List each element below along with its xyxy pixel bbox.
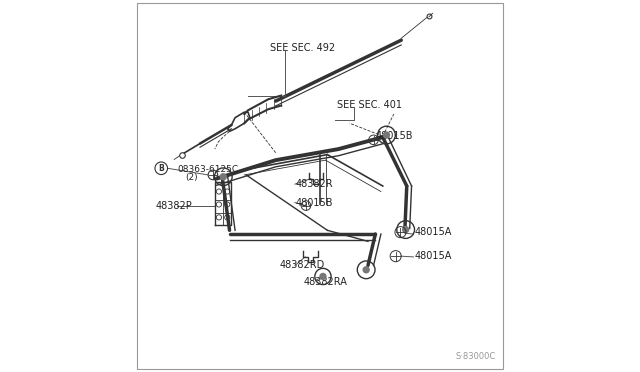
Circle shape (220, 173, 227, 180)
Text: SEE SEC. 401: SEE SEC. 401 (337, 100, 402, 110)
Circle shape (362, 266, 370, 273)
Text: S·83000C: S·83000C (455, 352, 495, 361)
Circle shape (402, 226, 410, 233)
Text: SEE SEC. 492: SEE SEC. 492 (270, 42, 335, 52)
Text: 48015A: 48015A (414, 251, 452, 261)
Text: 48382P: 48382P (156, 201, 193, 211)
Text: 48015B: 48015B (376, 131, 413, 141)
Text: 48015B: 48015B (296, 198, 333, 208)
Text: 48382RD: 48382RD (280, 260, 324, 270)
Circle shape (383, 131, 390, 139)
Text: (2): (2) (185, 173, 198, 182)
Text: 48382RA: 48382RA (303, 277, 348, 287)
Text: 08363-6125C: 08363-6125C (178, 165, 239, 174)
Text: B: B (158, 164, 164, 173)
Text: 48382R: 48382R (296, 179, 333, 189)
Text: 48015A: 48015A (414, 227, 452, 237)
Circle shape (319, 273, 326, 280)
